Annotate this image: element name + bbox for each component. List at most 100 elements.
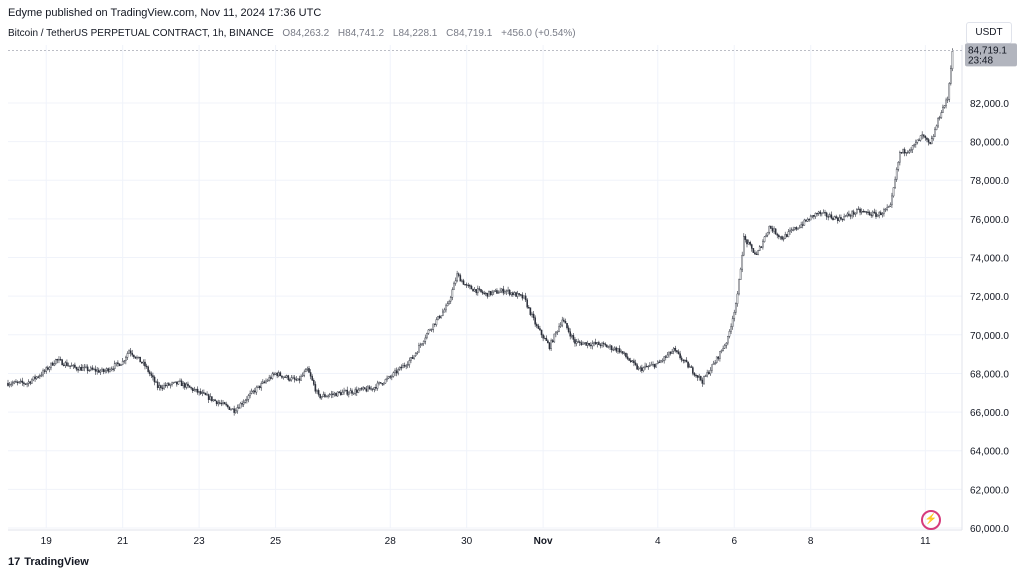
- candle-body: [693, 373, 696, 376]
- candle-body: [457, 273, 460, 276]
- candle-body: [561, 319, 564, 326]
- candle-body: [666, 354, 669, 358]
- candle-body: [819, 211, 822, 215]
- candle-body: [629, 360, 632, 363]
- candle-body: [303, 371, 306, 376]
- candle-body: [609, 345, 611, 348]
- candle-body: [875, 212, 877, 217]
- candle-body: [37, 376, 40, 378]
- candle-body: [383, 382, 385, 385]
- candle-body: [11, 382, 14, 385]
- candle-body: [779, 236, 782, 238]
- candle-body: [193, 389, 196, 391]
- candle-body: [895, 169, 898, 180]
- candle-body: [176, 381, 178, 385]
- candle-body: [82, 367, 84, 371]
- candle-body: [602, 342, 605, 345]
- candle-body: [434, 323, 436, 325]
- candle-body: [559, 324, 562, 327]
- candle-body: [797, 227, 799, 230]
- candle-body: [445, 305, 447, 311]
- candle-body: [685, 359, 688, 363]
- candle-body: [109, 369, 111, 372]
- candle-body: [870, 214, 873, 216]
- candle-body: [360, 388, 363, 390]
- candle-body: [319, 394, 321, 399]
- candle-body: [913, 144, 916, 146]
- candle-body: [77, 369, 79, 371]
- candle-body: [894, 179, 896, 188]
- candle-body: [338, 391, 341, 393]
- y-tick-label: 72,000.0: [970, 292, 1009, 303]
- candle-body: [203, 392, 205, 394]
- candle-body: [102, 368, 105, 372]
- candle-body: [83, 366, 86, 369]
- candle-body: [437, 315, 439, 320]
- candle-body: [548, 342, 551, 350]
- candle-body: [743, 236, 745, 256]
- candle-body: [637, 368, 640, 370]
- candle-body: [370, 388, 372, 390]
- candle-body: [164, 384, 167, 387]
- footer: 17 TradingView: [8, 556, 89, 568]
- candle-body: [937, 118, 939, 127]
- y-tick-label: 80,000.0: [970, 138, 1009, 149]
- candle-body: [131, 352, 134, 356]
- candle-body: [883, 209, 885, 214]
- candle-body: [916, 139, 919, 143]
- candle-body: [314, 384, 317, 392]
- candle-body: [504, 291, 506, 294]
- candle-body: [378, 382, 380, 384]
- candle-body: [499, 290, 501, 293]
- candle-body: [470, 285, 473, 290]
- candle-body: [813, 215, 815, 217]
- x-tick-label: 11: [920, 536, 931, 547]
- candle-body: [233, 408, 235, 413]
- candle-body: [520, 294, 522, 296]
- candle-body: [115, 362, 118, 364]
- candle-body: [155, 381, 157, 383]
- candle-body: [606, 344, 608, 348]
- candle-body: [873, 211, 876, 213]
- candle-body: [736, 293, 739, 304]
- candle-body: [262, 381, 264, 384]
- candle-body: [848, 213, 850, 216]
- candle-body: [403, 365, 406, 367]
- candle-body: [658, 361, 661, 363]
- candle-body: [424, 337, 427, 342]
- candle-body: [649, 365, 651, 367]
- candle-body: [690, 366, 693, 368]
- candle-body: [822, 212, 825, 214]
- candle-body: [921, 134, 923, 136]
- candle-body: [491, 291, 493, 295]
- candle-body: [669, 351, 672, 354]
- candle-body: [830, 214, 833, 219]
- candle-body: [762, 241, 764, 248]
- candle-body: [574, 339, 576, 344]
- lightning-icon[interactable]: ⚡: [921, 510, 941, 530]
- candle-body: [524, 295, 527, 301]
- candle-body: [29, 381, 32, 384]
- candle-body: [352, 393, 355, 395]
- candle-body: [510, 292, 513, 295]
- candle-body: [285, 375, 288, 378]
- candle-body: [891, 195, 893, 206]
- candle-body: [832, 218, 834, 220]
- candle-body: [610, 345, 613, 350]
- candle-body: [107, 368, 110, 372]
- candle-body: [244, 400, 247, 403]
- candle-body: [405, 365, 407, 367]
- candle-body: [368, 386, 371, 390]
- candle-body: [230, 409, 232, 411]
- candle-body: [746, 239, 748, 245]
- candle-body: [859, 208, 861, 213]
- candle-body: [381, 383, 384, 385]
- candle-body: [410, 357, 412, 361]
- candle-body: [7, 382, 9, 386]
- candle-body: [811, 215, 814, 217]
- candle-body: [18, 381, 20, 383]
- candle-body: [335, 393, 337, 397]
- candle-body: [88, 369, 91, 372]
- candle-body: [140, 361, 143, 364]
